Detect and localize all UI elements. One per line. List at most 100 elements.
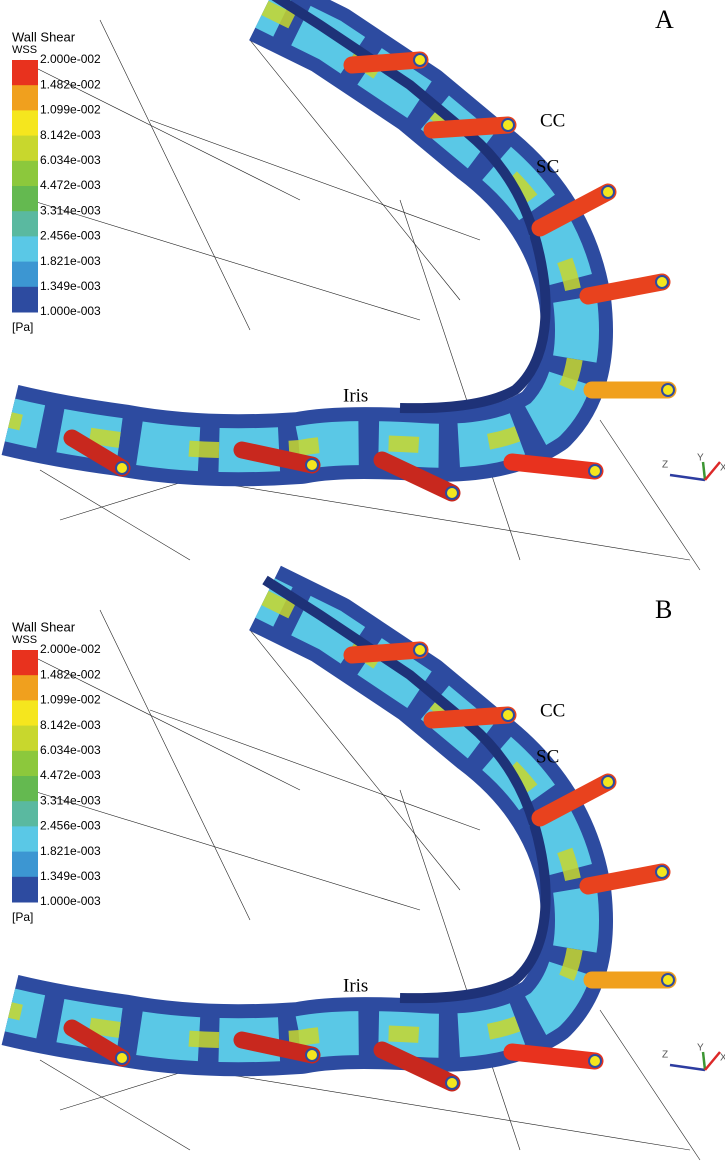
legend-color (12, 85, 38, 111)
legend-level: 6.034e-003 (40, 743, 101, 757)
channel-outlet (306, 459, 318, 471)
axis-label: Y (697, 453, 704, 464)
legend-color (12, 877, 38, 903)
legend-level: 3.314e-003 (40, 203, 101, 217)
legend-level: 1.821e-003 (40, 254, 101, 268)
axis-x (705, 1052, 720, 1070)
figure: AWall ShearWSS2.000e-0021.482e-0021.099e… (0, 0, 725, 1176)
channel-outlet (306, 1049, 318, 1061)
legend-color (12, 826, 38, 852)
channel-outlet (502, 709, 514, 721)
axis-label: Z (662, 460, 668, 471)
legend-variable: WSS (12, 634, 37, 646)
legend-color (12, 186, 38, 212)
channel-outlet (589, 1055, 601, 1067)
legend-color (12, 650, 38, 676)
mesh-line (100, 20, 250, 330)
legend-color (12, 262, 38, 288)
channel-outlet (414, 644, 426, 656)
axis-label: Z (662, 1050, 668, 1061)
legend-level: 1.349e-003 (40, 279, 101, 293)
legend-color (12, 852, 38, 878)
legend-level: 2.456e-003 (40, 229, 101, 243)
channel-outlet (602, 776, 614, 788)
mesh-line (400, 790, 520, 1150)
legend-unit: [Pa] (12, 910, 33, 924)
legend-color (12, 136, 38, 162)
annotation: CC (540, 700, 565, 721)
legend-color (12, 161, 38, 187)
legend-title: Wall Shear (12, 29, 76, 44)
legend-variable: WSS (12, 44, 37, 56)
annotation: SC (536, 746, 559, 767)
legend-color (12, 726, 38, 752)
axis-y (703, 1052, 705, 1070)
legend-title: Wall Shear (12, 619, 76, 634)
axis-label: X (720, 1053, 725, 1064)
legend-level: 6.034e-003 (40, 153, 101, 167)
legend-level: 3.314e-003 (40, 793, 101, 807)
annotation: Iris (343, 385, 368, 406)
channel-outlet (116, 1052, 128, 1064)
collector-channel (512, 462, 595, 471)
mesh-line (100, 610, 250, 920)
legend-level: 4.472e-003 (40, 768, 101, 782)
legend-color (12, 700, 38, 726)
legend-color (12, 675, 38, 701)
collector-channel (352, 60, 420, 65)
panel-label: A (655, 5, 674, 34)
collector-channel (432, 125, 508, 130)
legend-level: 1.482e-002 (40, 77, 101, 91)
legend-color (12, 236, 38, 262)
legend-color (12, 776, 38, 802)
legend-level: 8.142e-003 (40, 128, 101, 142)
channel-outlet (662, 974, 674, 986)
mesh-line (400, 200, 520, 560)
channel-outlet (662, 384, 674, 396)
mesh-line (40, 1060, 190, 1150)
legend-level: 8.142e-003 (40, 718, 101, 732)
axis-label: X (720, 463, 725, 474)
annotation: Iris (343, 975, 368, 996)
legend-color (12, 801, 38, 827)
legend-level: 1.099e-002 (40, 103, 101, 117)
legend-level: 2.000e-002 (40, 642, 101, 656)
legend-level: 1.821e-003 (40, 844, 101, 858)
axis-label: Y (697, 1043, 704, 1054)
page: AWall ShearWSS2.000e-0021.482e-0021.099e… (0, 0, 725, 1176)
annotation: CC (540, 110, 565, 131)
annotation: SC (536, 156, 559, 177)
legend-unit: [Pa] (12, 320, 33, 334)
axis-z (670, 1065, 705, 1070)
axis-x (705, 462, 720, 480)
axis-y (703, 462, 705, 480)
legend-color (12, 211, 38, 237)
channel-outlet (116, 462, 128, 474)
legend-level: 1.482e-002 (40, 667, 101, 681)
channel-outlet (656, 276, 668, 288)
channel-outlet (502, 119, 514, 131)
collector-channel (432, 715, 508, 720)
collector-channel (352, 650, 420, 655)
panel-label: B (655, 595, 672, 624)
legend-level: 1.000e-003 (40, 304, 101, 318)
legend-color (12, 110, 38, 136)
axis-z (670, 475, 705, 480)
legend-color (12, 60, 38, 86)
legend-level: 2.000e-002 (40, 52, 101, 66)
channel-outlet (589, 465, 601, 477)
legend-level: 2.456e-003 (40, 819, 101, 833)
legend-level: 1.000e-003 (40, 894, 101, 908)
mesh-line (40, 470, 190, 560)
channel-outlet (446, 1077, 458, 1089)
channel-outlet (602, 186, 614, 198)
legend-level: 1.099e-002 (40, 693, 101, 707)
collector-channel (512, 1052, 595, 1061)
legend-color (12, 751, 38, 777)
channel-outlet (656, 866, 668, 878)
channel-outlet (414, 54, 426, 66)
legend-color (12, 287, 38, 313)
channel-outlet (446, 487, 458, 499)
